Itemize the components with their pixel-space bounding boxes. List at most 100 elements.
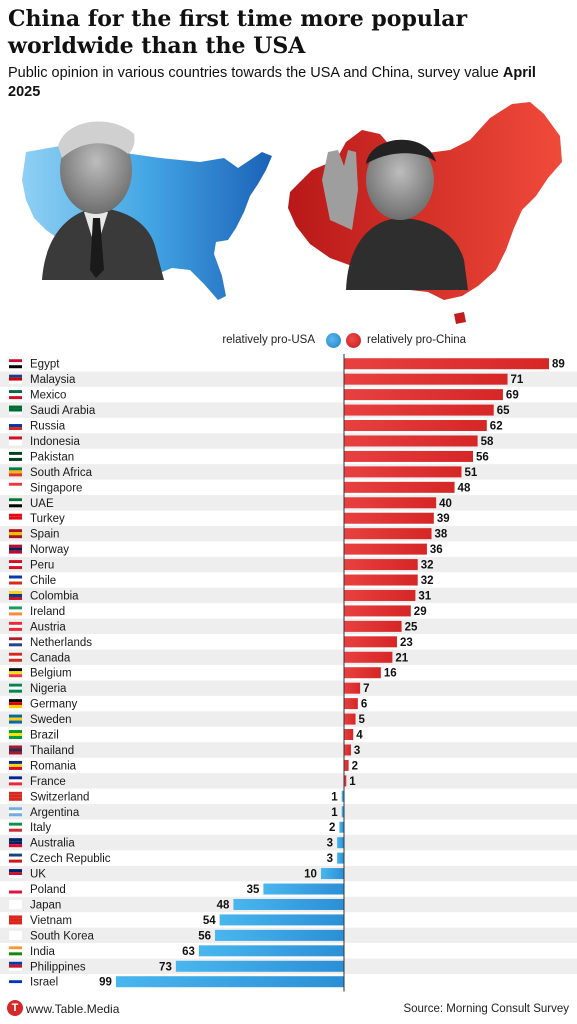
- flag-icon: [9, 961, 22, 971]
- subtitle-date: April 2025: [8, 65, 536, 100]
- bar-value-label: 21: [395, 652, 408, 664]
- row-band: [0, 680, 577, 696]
- row-band: [0, 834, 577, 851]
- bar-value-label: 2: [329, 822, 335, 834]
- row-band: [0, 773, 577, 789]
- bar-value-label: 2: [352, 760, 358, 772]
- country-label: UK: [30, 869, 46, 881]
- source-note: Source: Morning Consult Survey: [403, 1003, 569, 1015]
- flag-icon: [9, 838, 22, 848]
- flag-icon: [9, 467, 22, 477]
- flag-icon: [9, 513, 22, 523]
- chart-title: China for the first time more popular wo…: [8, 6, 468, 59]
- country-label: Malaysia: [30, 374, 76, 386]
- bar-pro-china: [344, 466, 462, 478]
- flag-icon: [9, 436, 22, 446]
- flag-icon: [9, 575, 22, 585]
- country-label: Argentina: [30, 807, 80, 819]
- flag-icon: [9, 869, 22, 879]
- flag-icon: [9, 359, 22, 369]
- bar-pro-usa: [341, 790, 344, 802]
- country-label: Turkey: [30, 513, 65, 525]
- bar-pro-china: [344, 450, 473, 462]
- country-label: Italy: [30, 822, 51, 834]
- bar-value-label: 25: [405, 621, 418, 633]
- flag-icon: [9, 606, 22, 616]
- row-band: [0, 804, 577, 820]
- flag-icon: [9, 791, 22, 801]
- bar-value-label: 36: [430, 544, 443, 556]
- country-label: UAE: [30, 498, 54, 510]
- bar-value-label: 58: [481, 436, 494, 448]
- bar-value-label: 3: [327, 853, 333, 865]
- bar-pro-usa: [339, 821, 344, 833]
- bar-value-label: 99: [99, 977, 112, 989]
- chart-subtitle: Public opinion in various countries towa…: [8, 64, 568, 102]
- flag-icon: [9, 621, 22, 631]
- portrait-china-leader-icon: [322, 139, 468, 290]
- bar-value-label: 73: [159, 961, 172, 973]
- legend-swatch-usa: [326, 333, 341, 348]
- bar-value-label: 65: [497, 405, 510, 417]
- country-label: Peru: [30, 560, 54, 572]
- bar-pro-china: [344, 775, 347, 787]
- flag-icon: [9, 930, 22, 940]
- row-band: [0, 742, 577, 758]
- bar-value-label: 3: [327, 838, 333, 850]
- bar-pro-china: [344, 373, 508, 385]
- bar-pro-china: [344, 713, 356, 725]
- flag-icon: [9, 652, 22, 662]
- bar-value-label: 31: [418, 590, 431, 602]
- bar-value-label: 1: [349, 776, 356, 788]
- country-label: Austria: [30, 621, 66, 633]
- country-label: Singapore: [30, 482, 82, 494]
- bar-value-label: 23: [400, 637, 413, 649]
- bar-value-label: 4: [356, 730, 363, 742]
- flag-icon: [9, 807, 22, 817]
- country-label: Nigeria: [30, 683, 67, 695]
- site-credit: www.Table.Media: [26, 1002, 120, 1016]
- bar-value-label: 40: [439, 498, 452, 510]
- flag-icon: [9, 853, 22, 863]
- bar-pro-usa: [215, 929, 344, 941]
- country-label: Canada: [30, 652, 71, 664]
- portrait-usa-leader-icon: [42, 121, 164, 280]
- legend-label-china: relatively pro-China: [367, 334, 467, 346]
- country-label: Ireland: [30, 606, 65, 618]
- bar-value-label: 51: [464, 467, 477, 479]
- bar-value-label: 38: [435, 529, 448, 541]
- bar-pro-china: [344, 729, 354, 741]
- country-label: India: [30, 946, 56, 958]
- bar-pro-china: [344, 744, 351, 756]
- country-label: Norway: [30, 544, 69, 556]
- bar-pro-china: [344, 651, 393, 663]
- bar-value-label: 69: [506, 390, 519, 402]
- bar-value-label: 63: [182, 946, 195, 958]
- bar-pro-usa: [175, 960, 344, 972]
- country-label: France: [30, 776, 66, 788]
- row-band: [0, 649, 577, 665]
- flag-icon: [9, 482, 22, 492]
- bar-pro-china: [344, 543, 427, 555]
- country-label: Australia: [30, 838, 75, 850]
- row-band: [0, 711, 577, 727]
- country-label: Indonesia: [30, 436, 80, 448]
- flag-icon: [9, 560, 22, 570]
- bar-pro-usa: [233, 898, 344, 910]
- bar-value-label: 71: [511, 374, 524, 386]
- bar-pro-china: [344, 512, 434, 524]
- flag-icon: [9, 760, 22, 770]
- bar-value-label: 1: [331, 791, 338, 803]
- flag-icon: [9, 776, 22, 786]
- country-label: Netherlands: [30, 637, 92, 649]
- row-band: [0, 556, 577, 573]
- row-band: [0, 495, 577, 511]
- chart-legend: relatively pro-USA relatively pro-China: [0, 332, 577, 350]
- flag-icon: [9, 946, 22, 956]
- flag-icon: [9, 714, 22, 724]
- country-label: Chile: [30, 575, 56, 587]
- country-label: Pakistan: [30, 451, 74, 463]
- bar-value-label: 62: [490, 421, 503, 433]
- country-label: Romania: [30, 760, 77, 772]
- bar-pro-china: [344, 682, 361, 694]
